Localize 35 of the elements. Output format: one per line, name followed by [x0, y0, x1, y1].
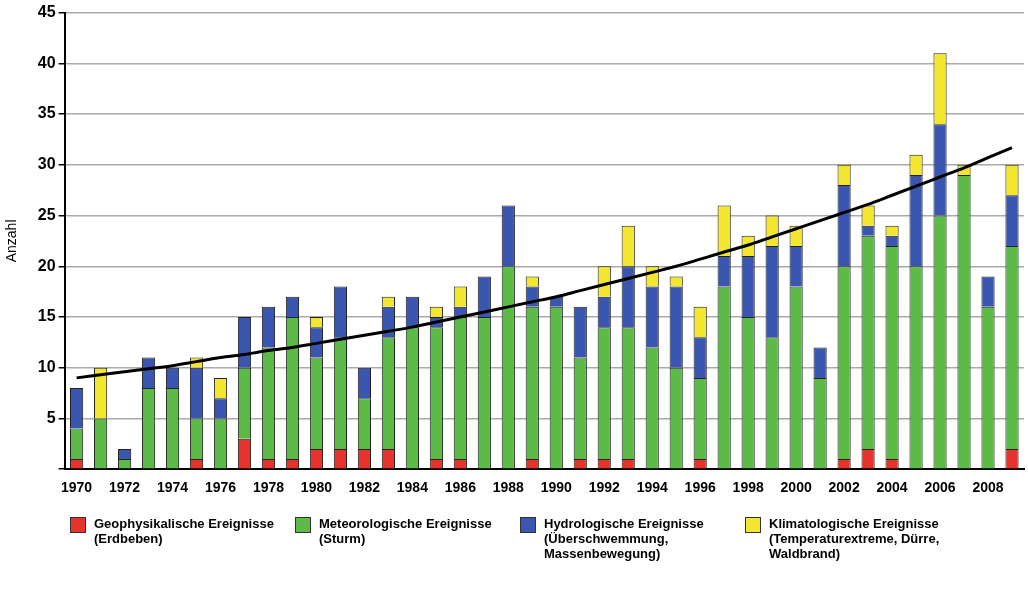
y-axis-title: Anzahl	[3, 219, 20, 263]
x-tick-label: 1978	[252, 479, 285, 496]
x-tick-label: 1974	[156, 479, 189, 496]
legend-label: Meteorologische Ereignisse (Sturm)	[319, 516, 493, 546]
legend-label: Geophysikalische Ereignisse (Erdbeben)	[94, 516, 275, 546]
legend-label: Hydrologische Ereignisse (Überschwemmung, Massenbewegung)	[544, 516, 705, 561]
y-tick-label: 45	[37, 3, 56, 21]
y-tick-label: 5	[46, 408, 56, 426]
x-tick-label: 1994	[636, 479, 669, 496]
x-tick-label: 1992	[588, 479, 621, 496]
x-tick-label: 1996	[684, 479, 716, 496]
legend-label: Klimatologische Ereignisse (Temperaturextreme, Dürre, Waldbrand)	[769, 516, 941, 561]
y-tick-label: 40	[37, 53, 56, 71]
x-tick-label: 2000	[780, 479, 812, 496]
x-tick-label: 2002	[828, 479, 860, 496]
x-tick-label: 1980	[300, 479, 333, 496]
y-tick-label: 15	[37, 307, 56, 325]
x-tick-label: 1990	[540, 479, 573, 496]
x-tick-label: 1984	[396, 479, 429, 496]
x-tick-label: 2006	[924, 479, 956, 496]
y-tick-label: 10	[37, 358, 56, 376]
x-tick-label: 1998	[732, 479, 764, 496]
y-tick-label: 35	[37, 104, 56, 122]
y-tick-label: 20	[37, 256, 56, 274]
x-tick-label: 2004	[876, 479, 908, 496]
y-tick-label: 30	[37, 155, 56, 173]
x-tick-label: 1988	[492, 479, 525, 496]
x-tick-label: 1986	[444, 479, 477, 496]
x-tick-label: 2008	[972, 479, 1004, 496]
x-tick-label: 1982	[348, 479, 381, 496]
x-tick-label: 1970	[61, 479, 93, 496]
x-tick-label: 1976	[204, 479, 237, 496]
x-tick-label: 1972	[108, 479, 141, 496]
y-tick-label: 25	[37, 205, 56, 223]
line-series	[75, 146, 1014, 380]
